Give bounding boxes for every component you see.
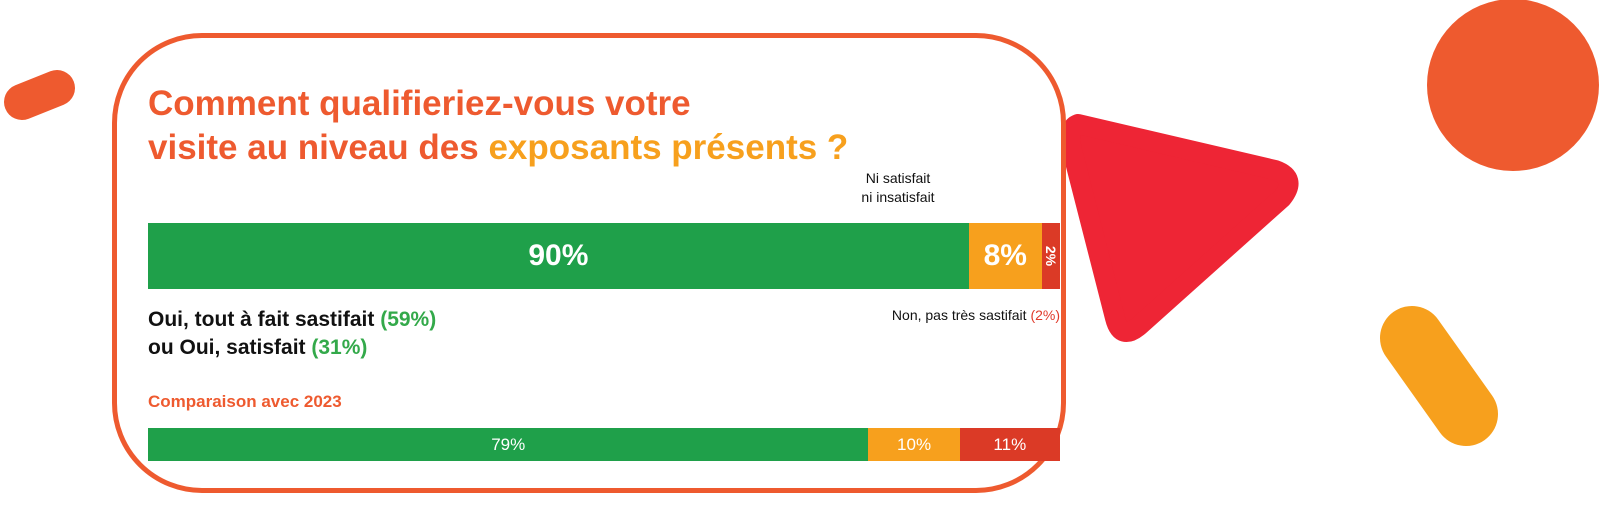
bar-current-segment-1-label: 8% [983, 239, 1027, 272]
bar-2023-segment-2: 11% [959, 428, 1060, 461]
neutral-label-line-2: ni insatisfait [861, 189, 935, 205]
bar-current-segment-2: 2% [1041, 223, 1060, 289]
bar-current-segment-0: 90% [148, 223, 969, 289]
bar-current-segment-2-label: 2% [1042, 245, 1059, 267]
positive-pct-2: (31%) [311, 336, 368, 359]
title-line-2-highlight: exposants présents ? [488, 128, 849, 167]
red-triangle-shape [1060, 114, 1299, 342]
neutral-label: Ni satisfait ni insatisfait [838, 169, 958, 207]
bar-2023-segment-0-label: 79% [491, 434, 526, 454]
negative-label-text: Non, pas très sastifait [891, 307, 1027, 323]
orange-pill-shape [4, 70, 75, 120]
title-line-2-prefix: visite au niveau des [148, 128, 479, 167]
positive-label-line-1: Oui, tout à fait sastifait [148, 308, 375, 331]
bar-2023-segment-1-label: 10% [897, 434, 932, 454]
orange-circle-shape [1427, 0, 1599, 171]
bar-current-segment-0-label: 90% [528, 239, 589, 272]
bar-2023: 79% 10% 11% [148, 428, 1060, 461]
neutral-label-line-1: Ni satisfait [865, 170, 931, 186]
bar-2023-segment-0: 79% [148, 428, 869, 461]
comparison-heading: Comparaison avec 2023 [148, 392, 342, 411]
chart-title: Comment qualifieriez-vous votre visite a… [148, 82, 1048, 170]
yellow-pill-shape [1380, 306, 1498, 446]
bar-2023-segment-2-label: 11% [993, 434, 1027, 454]
negative-label: Non, pas très sastifait (2%) [760, 307, 1060, 323]
positive-label-line-2: ou Oui, satisfait [148, 336, 306, 359]
negative-pct: (2%) [1030, 307, 1060, 323]
positive-label: Oui, tout à fait sastifait (59%) ou Oui,… [148, 306, 668, 362]
bar-2023-segment-1: 10% [868, 428, 960, 461]
positive-pct-1: (59%) [380, 308, 437, 331]
title-line-1: Comment qualifieriez-vous votre [148, 84, 691, 123]
bar-current: 90% 8% 2% [148, 223, 1060, 289]
bar-current-segment-1: 8% [968, 223, 1042, 289]
